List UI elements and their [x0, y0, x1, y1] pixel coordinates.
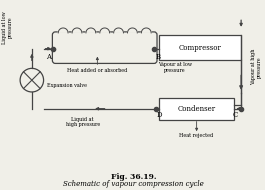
Polygon shape	[114, 28, 123, 33]
Text: Expansion valve: Expansion valve	[47, 83, 86, 88]
Text: Heat rejected: Heat rejected	[179, 133, 214, 138]
Text: Fig. 36.19.: Fig. 36.19.	[111, 173, 156, 181]
Text: Heat added or absorbed: Heat added or absorbed	[67, 68, 127, 73]
Polygon shape	[127, 28, 137, 33]
Text: C: C	[233, 111, 238, 119]
Text: D: D	[157, 111, 162, 119]
Text: Schematic of vapour compression cycle: Schematic of vapour compression cycle	[63, 180, 204, 188]
Bar	[159, 98, 234, 120]
Text: Condenser: Condenser	[178, 105, 216, 113]
Polygon shape	[100, 28, 110, 33]
Polygon shape	[58, 28, 68, 33]
Polygon shape	[86, 28, 96, 33]
Text: Vapour at low
pressure: Vapour at low pressure	[158, 63, 192, 73]
Polygon shape	[72, 28, 82, 33]
Text: Vapour at high
pressure: Vapour at high pressure	[251, 49, 262, 85]
Text: Liquid at
high pressure: Liquid at high pressure	[65, 117, 100, 127]
Text: A: A	[46, 53, 51, 61]
Text: Compressor: Compressor	[179, 44, 222, 52]
Polygon shape	[141, 28, 151, 33]
Bar	[159, 35, 241, 60]
Text: B: B	[156, 53, 161, 61]
Text: Liquid at low
pressure: Liquid at low pressure	[2, 11, 13, 44]
